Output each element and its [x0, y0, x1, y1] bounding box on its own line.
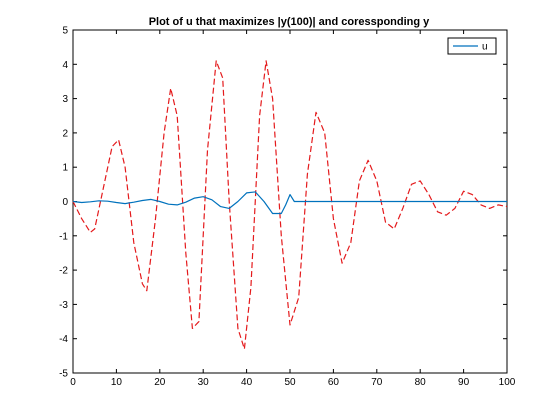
y-tick-label: -5: [59, 369, 68, 380]
y-tick-label: 0: [62, 197, 68, 208]
x-tick-label: 0: [70, 377, 76, 388]
x-tick-label: 10: [111, 377, 123, 388]
x-tick-label: 100: [499, 377, 516, 388]
x-tick-label: 50: [284, 377, 296, 388]
chart-title: Plot of u that maximizes |y(100)| and co…: [149, 16, 430, 28]
x-tick-label: 90: [458, 377, 470, 388]
x-tick-label: 60: [328, 377, 340, 388]
plot-area: 0 10 20 30 40 50 60 70 80 90 100 -5 -4 -3 -2 -1 0 1 2 3 4 5 u: [59, 26, 516, 389]
x-tick-label: 40: [241, 377, 253, 388]
series-line-u: [72, 191, 507, 215]
y-tick-label: -1: [59, 231, 68, 242]
x-tick-label: 70: [371, 377, 383, 388]
series-line-dashed: [72, 60, 508, 350]
y-tick-label: -2: [59, 266, 68, 277]
x-tick-label: 30: [198, 377, 210, 388]
x-tick-label: 20: [154, 377, 166, 388]
y-tick-label: 2: [62, 128, 68, 139]
legend-label-u: u: [482, 42, 488, 53]
y-tick-label: 5: [62, 26, 68, 37]
y-tick-label: -4: [59, 334, 68, 345]
x-tick-label: 80: [415, 377, 427, 388]
y-tick-label: 1: [62, 163, 68, 174]
y-tick-label: 3: [62, 94, 68, 105]
y-tick-label: 4: [62, 60, 68, 71]
y-tick-label: -3: [59, 300, 68, 311]
